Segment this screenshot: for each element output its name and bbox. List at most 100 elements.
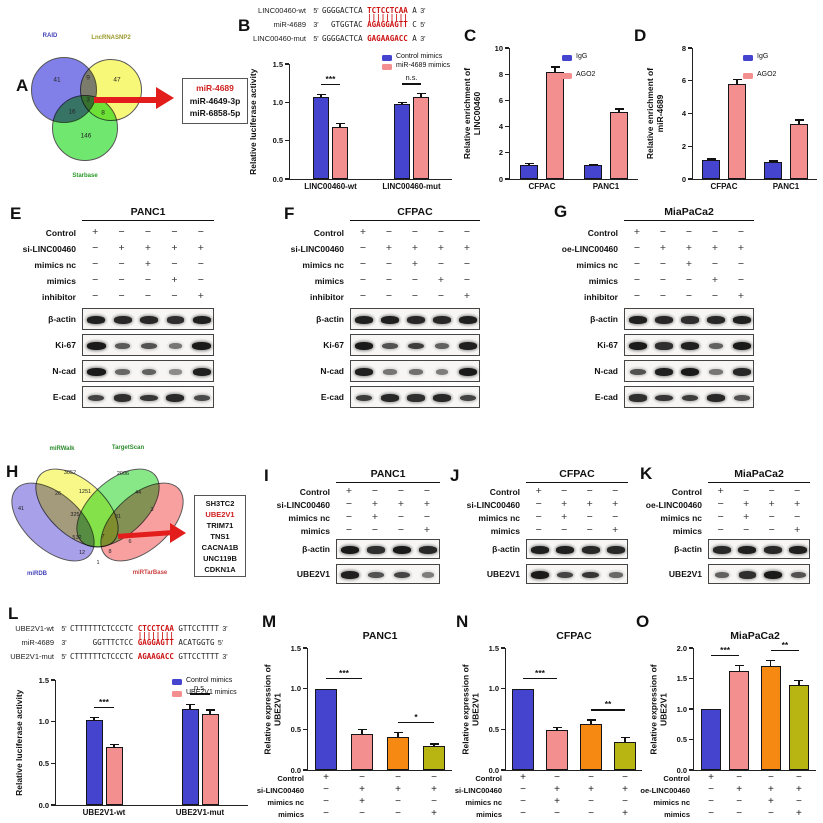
sequence-direction: 3' [420, 36, 426, 43]
blot-band-label: β-actin [674, 544, 702, 554]
blot-condition-sign: + [685, 258, 693, 270]
blot-condition-sign: − [411, 226, 419, 238]
chart-ube2v1-expression-panc1: 0.0 0.5 1.0 1.5 Relative expression of UBE2V… [257, 628, 458, 822]
venn-count: 2006 [116, 471, 130, 477]
protein-band [86, 342, 106, 350]
blot-condition-sign: − [612, 485, 619, 497]
sequence-row-mut: LINC00460-mut 5' GGGGACTCA GAGAAGACC A 3' [246, 34, 429, 43]
condition-sign: − [795, 796, 802, 807]
blot-strip [708, 564, 810, 584]
western-blot-cfpac: CFPAC Control + − − − − si-LINC00460 − + + + + mimics… [286, 206, 482, 410]
blot-cell-line-title: MiaPaCa2 [708, 468, 810, 483]
sequence-direction: 3' [313, 22, 319, 29]
sequence-label: miR-4689 [273, 20, 306, 29]
bar [728, 84, 746, 179]
protein-band [192, 368, 212, 376]
seq-pre: GTGGTAC [322, 20, 368, 29]
venn-count: 16 [68, 108, 76, 116]
blot-condition-sign: + [144, 242, 152, 254]
blot-condition-sign: + [659, 242, 667, 254]
y-tick [285, 63, 289, 65]
error-bar-line [113, 744, 115, 747]
blot-condition-sign: − [717, 511, 724, 523]
blot-condition-label: mimics nc [478, 513, 520, 523]
condition-sign: − [323, 796, 329, 807]
x-category-label: UBE2V1-wt [82, 808, 126, 817]
blot-band-label: β-actin [48, 314, 76, 324]
x-category-label: LINC00460-wt [304, 182, 357, 191]
venn-set-label: miRDB [26, 571, 47, 577]
bar [394, 103, 410, 179]
y-tick [689, 769, 693, 771]
blot-condition-label: mimics nc [288, 513, 330, 523]
bar [351, 734, 373, 770]
blot-condition-sign: − [586, 485, 593, 497]
seq-post: ACATGGTG [173, 638, 215, 647]
blot-condition-sign: − [711, 226, 719, 238]
y-tick-label: 8 [498, 69, 503, 79]
panel-letter-f: F [284, 204, 295, 223]
blot-condition-sign: + [711, 274, 719, 286]
gene-name: CDKN1A [204, 564, 236, 574]
y-tick-label: 1.5 [272, 59, 283, 69]
sequence-text: |||||||| [70, 631, 174, 640]
y-axis-label: Relative enrichment of miR-4689 [645, 67, 665, 160]
protein-band [738, 546, 757, 554]
venn-count: 7 [101, 534, 105, 540]
condition-sign: − [520, 808, 526, 819]
condition-sign: + [622, 784, 628, 795]
protein-band [114, 342, 131, 350]
venn-count: 325 [70, 512, 80, 518]
chart-title: CFPAC [556, 630, 592, 642]
blot-condition-label: inhibitor [584, 292, 618, 302]
sig-line [94, 706, 114, 708]
blot-condition-sign: − [685, 290, 693, 302]
condition-sign: + [795, 784, 802, 795]
blot-condition-sign: − [794, 485, 801, 497]
blot-condition-sign: − [633, 242, 641, 254]
sig-label: n.s. [193, 683, 207, 693]
protein-band [169, 369, 182, 375]
protein-band [681, 394, 699, 402]
bar [790, 124, 808, 179]
condition-row-label: mimics [476, 810, 502, 819]
blot-strip [82, 360, 214, 382]
blot-condition-sign: − [535, 511, 542, 523]
condition-sign: − [554, 808, 560, 819]
y-axis [505, 648, 507, 771]
protein-band [193, 394, 210, 402]
protein-band [407, 316, 425, 324]
chart-luciferase-linc00460: 0.0 0.5 1.0 1.5 Relative luciferase activity… [248, 52, 456, 195]
venn-set-label: miRTarBase [132, 570, 168, 576]
y-tick-label: 0.0 [290, 765, 301, 775]
blot-condition-sign: − [397, 485, 405, 497]
error-bar-cap [732, 78, 742, 80]
protein-band [655, 342, 673, 350]
seq-post: GTTCCTTTT [173, 624, 220, 633]
blot-condition-sign: − [737, 226, 745, 238]
seq-binding-site: GAGGAGTT [137, 638, 174, 647]
sequence-row-wt: UBE2V1-wt 5' CTTTTTTCTCCCTC CTCCTCAA GTTCC… [8, 624, 231, 633]
blot-condition-sign: + [743, 511, 750, 523]
y-tick [303, 688, 307, 690]
y-tick [688, 178, 692, 180]
blot-condition-sign: − [633, 290, 641, 302]
protein-band [733, 368, 751, 376]
x-category-label: PANC1 [592, 182, 620, 191]
bar [520, 164, 538, 179]
venn-set-label: Starbase [72, 173, 98, 179]
blot-condition-sign: − [345, 524, 353, 536]
chart-title: PANC1 [362, 630, 398, 642]
y-tick-label: 0.5 [38, 758, 49, 768]
blot-condition-label: oe-LINC00460 [561, 244, 618, 254]
protein-band [530, 571, 549, 579]
blot-condition-label: si-LINC00460 [466, 500, 520, 510]
protein-band [354, 342, 374, 350]
blot-band-label: N-cad [52, 366, 76, 376]
protein-band [383, 369, 397, 375]
blot-condition-sign: − [171, 290, 178, 302]
protein-band [680, 342, 700, 350]
legend-swatch [743, 55, 753, 61]
error-bar-line [433, 743, 435, 747]
condition-row-label: Control [277, 774, 304, 783]
